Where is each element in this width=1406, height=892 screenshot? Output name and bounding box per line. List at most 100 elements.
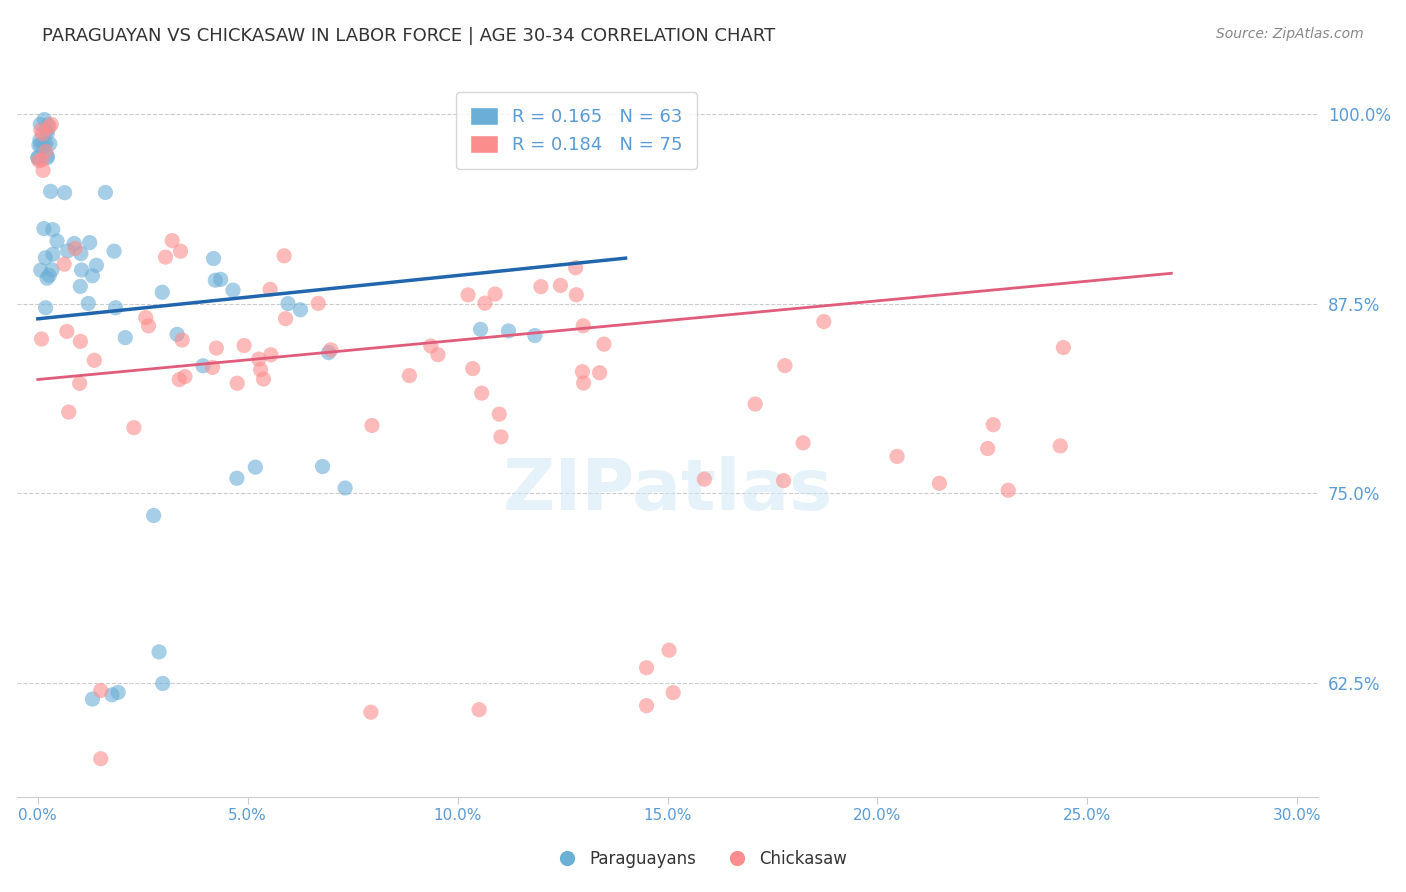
Chickasaw (201, 360, 224, 375)
Chickasaw (259, 282, 281, 296)
Text: PARAGUAYAN VS CHICKASAW IN LABOR FORCE | AGE 30-34 CORRELATION CHART: PARAGUAYAN VS CHICKASAW IN LABOR FORCE |… (42, 27, 776, 45)
Text: ZIPatlas: ZIPatlas (502, 457, 832, 525)
Paraguayans (70, 246, 93, 260)
Paraguayans (202, 252, 225, 266)
Chickasaw (205, 341, 228, 355)
Paraguayans (30, 263, 52, 277)
Text: Source: ZipAtlas.com: Source: ZipAtlas.com (1216, 27, 1364, 41)
Chickasaw (398, 368, 420, 383)
Chickasaw (773, 359, 796, 373)
Paraguayans (82, 692, 104, 706)
Paraguayans (191, 359, 214, 373)
Paraguayans (27, 151, 49, 165)
Paraguayans (35, 123, 58, 137)
Chickasaw (813, 315, 835, 329)
Chickasaw (260, 348, 283, 362)
Paraguayans (28, 133, 51, 147)
Paraguayans (34, 301, 56, 315)
Chickasaw (484, 287, 506, 301)
Chickasaw (468, 703, 491, 717)
Paraguayans (32, 138, 55, 153)
Chickasaw (426, 348, 449, 362)
Chickasaw (1049, 439, 1071, 453)
Legend: R = 0.165   N = 63, R = 0.184   N = 75: R = 0.165 N = 63, R = 0.184 N = 75 (456, 92, 697, 169)
Chickasaw (572, 318, 595, 333)
Chickasaw (233, 338, 256, 352)
Paraguayans (311, 459, 333, 474)
Chickasaw (160, 234, 183, 248)
Paraguayans (318, 345, 340, 359)
Chickasaw (58, 405, 80, 419)
Chickasaw (461, 361, 484, 376)
Chickasaw (63, 242, 86, 256)
Paraguayans (42, 222, 65, 236)
Paraguayans (209, 272, 232, 286)
Paraguayans (53, 186, 76, 200)
Chickasaw (997, 483, 1019, 498)
Paraguayans (94, 186, 117, 200)
Chickasaw (307, 296, 329, 310)
Chickasaw (361, 418, 384, 433)
Chickasaw (636, 661, 658, 675)
Paraguayans (523, 328, 546, 343)
Chickasaw (172, 333, 194, 347)
Chickasaw (662, 685, 685, 699)
Chickasaw (69, 376, 91, 391)
Paraguayans (204, 273, 226, 287)
Paraguayans (30, 137, 52, 152)
Chickasaw (122, 420, 145, 434)
Chickasaw (360, 705, 382, 719)
Chickasaw (744, 397, 766, 411)
Chickasaw (693, 472, 716, 486)
Chickasaw (886, 450, 908, 464)
Paraguayans (38, 268, 60, 283)
Chickasaw (489, 430, 512, 444)
Paraguayans (245, 460, 267, 475)
Chickasaw (31, 332, 53, 346)
Chickasaw (38, 120, 60, 134)
Paraguayans (37, 126, 59, 140)
Chickasaw (1052, 341, 1074, 355)
Paraguayans (152, 676, 174, 690)
Chickasaw (31, 153, 53, 167)
Chickasaw (593, 337, 616, 351)
Paraguayans (333, 481, 356, 495)
Chickasaw (174, 369, 197, 384)
Chickasaw (247, 352, 270, 367)
Paraguayans (27, 151, 49, 165)
Paraguayans (77, 296, 100, 310)
Chickasaw (138, 318, 160, 333)
Chickasaw (550, 278, 572, 293)
Paraguayans (470, 322, 492, 336)
Chickasaw (588, 366, 610, 380)
Chickasaw (90, 683, 112, 698)
Chickasaw (30, 123, 52, 137)
Paraguayans (35, 136, 58, 151)
Paraguayans (103, 244, 125, 259)
Chickasaw (772, 474, 794, 488)
Paraguayans (37, 151, 59, 165)
Chickasaw (419, 339, 441, 353)
Chickasaw (928, 476, 950, 491)
Paraguayans (37, 149, 59, 163)
Paraguayans (277, 296, 299, 310)
Paraguayans (86, 258, 108, 272)
Chickasaw (474, 296, 496, 310)
Chickasaw (35, 145, 58, 159)
Chickasaw (976, 442, 998, 456)
Paraguayans (101, 688, 124, 702)
Chickasaw (457, 288, 479, 302)
Paraguayans (63, 236, 86, 251)
Chickasaw (658, 643, 681, 657)
Paraguayans (35, 271, 58, 285)
Paraguayans (142, 508, 165, 523)
Chickasaw (90, 752, 112, 766)
Paraguayans (148, 645, 170, 659)
Chickasaw (530, 279, 553, 293)
Chickasaw (69, 334, 91, 349)
Chickasaw (572, 376, 595, 390)
Paraguayans (46, 234, 69, 248)
Paraguayans (69, 279, 91, 293)
Chickasaw (249, 362, 271, 376)
Paraguayans (37, 118, 59, 132)
